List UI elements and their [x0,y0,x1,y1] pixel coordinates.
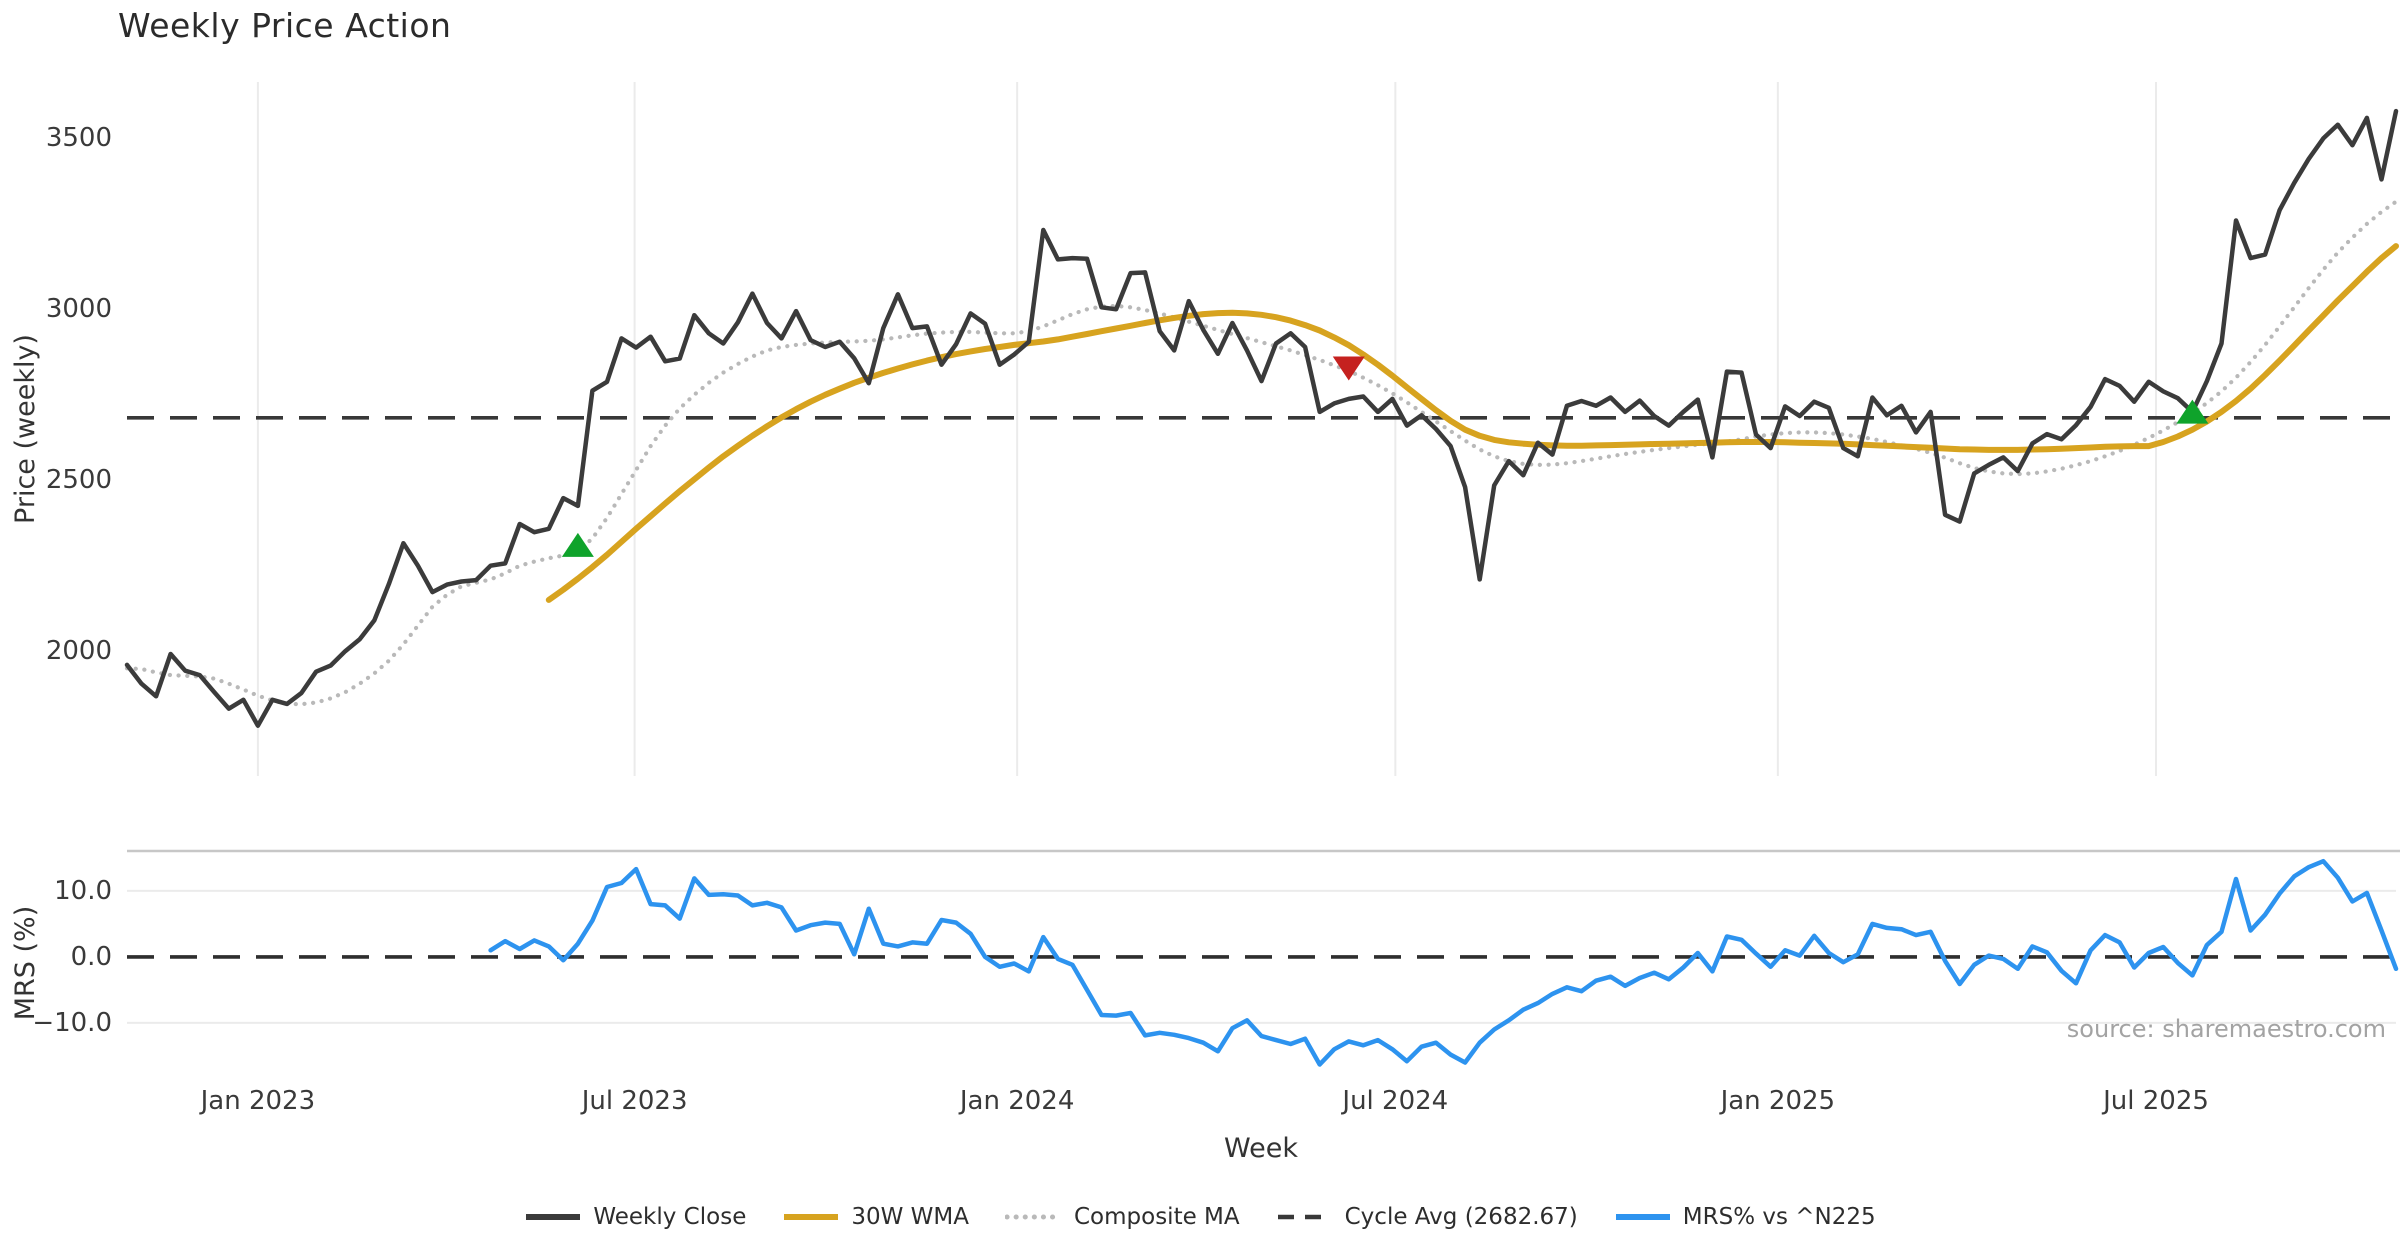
legend: Weekly Close 30W WMA Composite MA Cycle … [0,1204,2400,1230]
weekly-close-swatch-icon [526,1214,581,1220]
legend-item-mrs: MRS% vs ^N225 [1614,1204,1876,1230]
legend-label: Weekly Close [593,1204,747,1230]
mrs-ytick-0: 0.0 [70,941,112,972]
cycle-avg-swatch-icon [1277,1214,1332,1220]
legend-item-composite-ma: Composite MA [1004,1204,1240,1230]
price-ytick-3000: 3000 [45,294,112,325]
source-credit: source: sharemaestro.com [2066,1015,2386,1043]
chart-title: Weekly Price Action [118,6,452,45]
composite-ma-swatch-icon [1004,1214,1063,1220]
sell-signal-marker-icon [1332,356,1365,381]
mrs-swatch-icon [1615,1214,1670,1220]
series-composite-ma [124,199,2399,707]
mrs-ytick-neg10: −10.0 [32,1007,112,1038]
xtick-jul-2025: Jul 2025 [2103,1086,2209,1116]
buy-signal-marker-icon [2176,399,2209,424]
xtick-jul-2024: Jul 2024 [1342,1086,1449,1116]
legend-label: 30W WMA [851,1204,969,1230]
legend-label: Cycle Avg (2682.67) [1344,1204,1578,1230]
series-30w-wma [545,243,2399,603]
xtick-jul-2023: Jul 2023 [581,1086,688,1116]
xtick-jan-2023: Jan 2023 [200,1086,316,1116]
price-ytick-2000: 2000 [45,636,112,667]
legend-label: MRS% vs ^N225 [1682,1204,1876,1230]
wma-swatch-icon [784,1214,839,1220]
legend-item-30w-wma: 30W WMA [782,1204,969,1230]
legend-item-cycle-avg: Cycle Avg (2682.67) [1276,1204,1578,1230]
legend-label: Composite MA [1073,1204,1240,1230]
legend-item-weekly-close: Weekly Close [524,1204,746,1230]
x-axis-title: Week [1224,1133,1298,1164]
series-mrs-vs-n225 [488,858,2399,1067]
xtick-jan-2025: Jan 2025 [1720,1086,1836,1116]
series-weekly-close [124,108,2399,728]
price-ytick-2500: 2500 [45,465,112,496]
price-ytick-3500: 3500 [45,123,112,154]
buy-signal-marker-icon [561,532,594,557]
xtick-jan-2024: Jan 2024 [959,1086,1075,1116]
mrs-ytick-10: 10.0 [54,875,112,906]
